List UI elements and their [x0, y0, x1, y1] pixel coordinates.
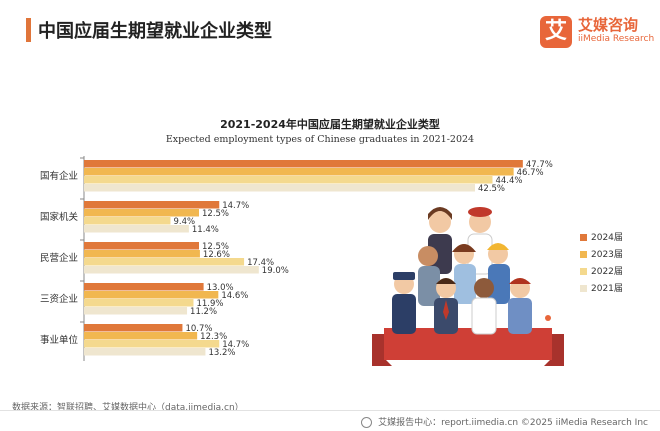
globe-icon [361, 417, 373, 428]
category-label: 国家机关 [40, 211, 79, 223]
legend-item: 2021届 [580, 281, 650, 297]
bar [84, 242, 199, 250]
data-label: 12.5% [202, 209, 229, 219]
legend-label: 2021届 [591, 284, 623, 294]
data-label: 46.7% [517, 168, 544, 178]
graduates-illustration [372, 207, 564, 366]
title-accent-bar [26, 18, 31, 42]
legend-item: 2022届 [580, 264, 650, 280]
bar [84, 307, 188, 315]
legend-label: 2023届 [591, 250, 623, 260]
bar [84, 348, 206, 356]
category-label: 事业单位 [40, 334, 79, 346]
footer: 艾媒报告中心：report.iimedia.cn ©2025 iiMedia R… [0, 410, 660, 431]
data-label: 11.4% [192, 225, 219, 235]
chart-subtitle: Expected employment types of Chinese gra… [165, 134, 475, 145]
data-label: 17.4% [247, 258, 274, 268]
chart-title: 2021-2024年中国应届生期望就业企业类型 [220, 118, 440, 131]
data-label: 14.7% [222, 340, 249, 350]
footer-text[interactable]: 艾媒报告中心：report.iimedia.cn ©2025 iiMedia R… [361, 415, 648, 428]
bar [84, 299, 194, 307]
data-label: 11.9% [196, 299, 223, 309]
legend-item: 2023届 [580, 247, 650, 263]
bar [84, 340, 220, 348]
legend-swatch [580, 285, 587, 292]
chart-legend: 2024届 2023届 2022届 2021届 [580, 230, 650, 298]
legend-item: 2024届 [580, 230, 650, 246]
category-label: 国有企业 [40, 170, 78, 182]
data-label: 44.4% [495, 176, 522, 186]
data-label: 9.4% [173, 217, 195, 227]
legend-swatch [580, 268, 587, 275]
bar [84, 209, 199, 217]
legend-swatch [580, 234, 587, 241]
bar [84, 283, 204, 291]
bar [84, 332, 198, 340]
data-label: 42.5% [478, 184, 505, 194]
iimedia-logo[interactable]: 艾 艾媒咨询 iiMedia Research [540, 14, 655, 50]
bar [84, 168, 514, 176]
data-label: 11.2% [190, 307, 217, 317]
footer-label: 艾媒报告中心：report.iimedia.cn ©2025 iiMedia R… [378, 418, 648, 428]
source-note: 数据来源：智联招聘、艾媒数据中心（data.iimedia.cn） [12, 403, 244, 413]
bar [84, 291, 219, 299]
bar [84, 217, 171, 225]
data-label: 12.6% [203, 250, 230, 260]
legend-label: 2024届 [591, 233, 623, 243]
data-label: 13.2% [208, 348, 235, 358]
logo-english-name: iiMedia Research [578, 34, 655, 44]
logo-chinese-name: 艾媒咨询 [578, 16, 639, 34]
page-title: 中国应届生期望就业企业类型 [38, 21, 272, 42]
data-label: 12.3% [200, 332, 227, 342]
legend-swatch [580, 251, 587, 258]
bar [84, 184, 475, 192]
bar [84, 176, 493, 184]
logo-mark-icon: 艾 [540, 16, 572, 48]
bar [84, 160, 523, 168]
category-label: 三资企业 [40, 293, 78, 305]
bar [84, 258, 245, 266]
data-label: 14.7% [222, 201, 249, 211]
legend-label: 2022届 [591, 267, 623, 277]
data-label: 12.5% [202, 242, 229, 252]
data-label: 13.0% [207, 283, 234, 293]
bar [84, 324, 183, 332]
category-label: 民营企业 [40, 252, 78, 264]
bar [84, 250, 200, 258]
bar [84, 225, 189, 233]
bar [84, 201, 220, 209]
data-label: 10.7% [185, 324, 212, 334]
data-label: 19.0% [262, 266, 289, 276]
bar [84, 266, 259, 274]
data-label: 14.6% [221, 291, 248, 301]
data-label: 47.7% [526, 160, 553, 170]
